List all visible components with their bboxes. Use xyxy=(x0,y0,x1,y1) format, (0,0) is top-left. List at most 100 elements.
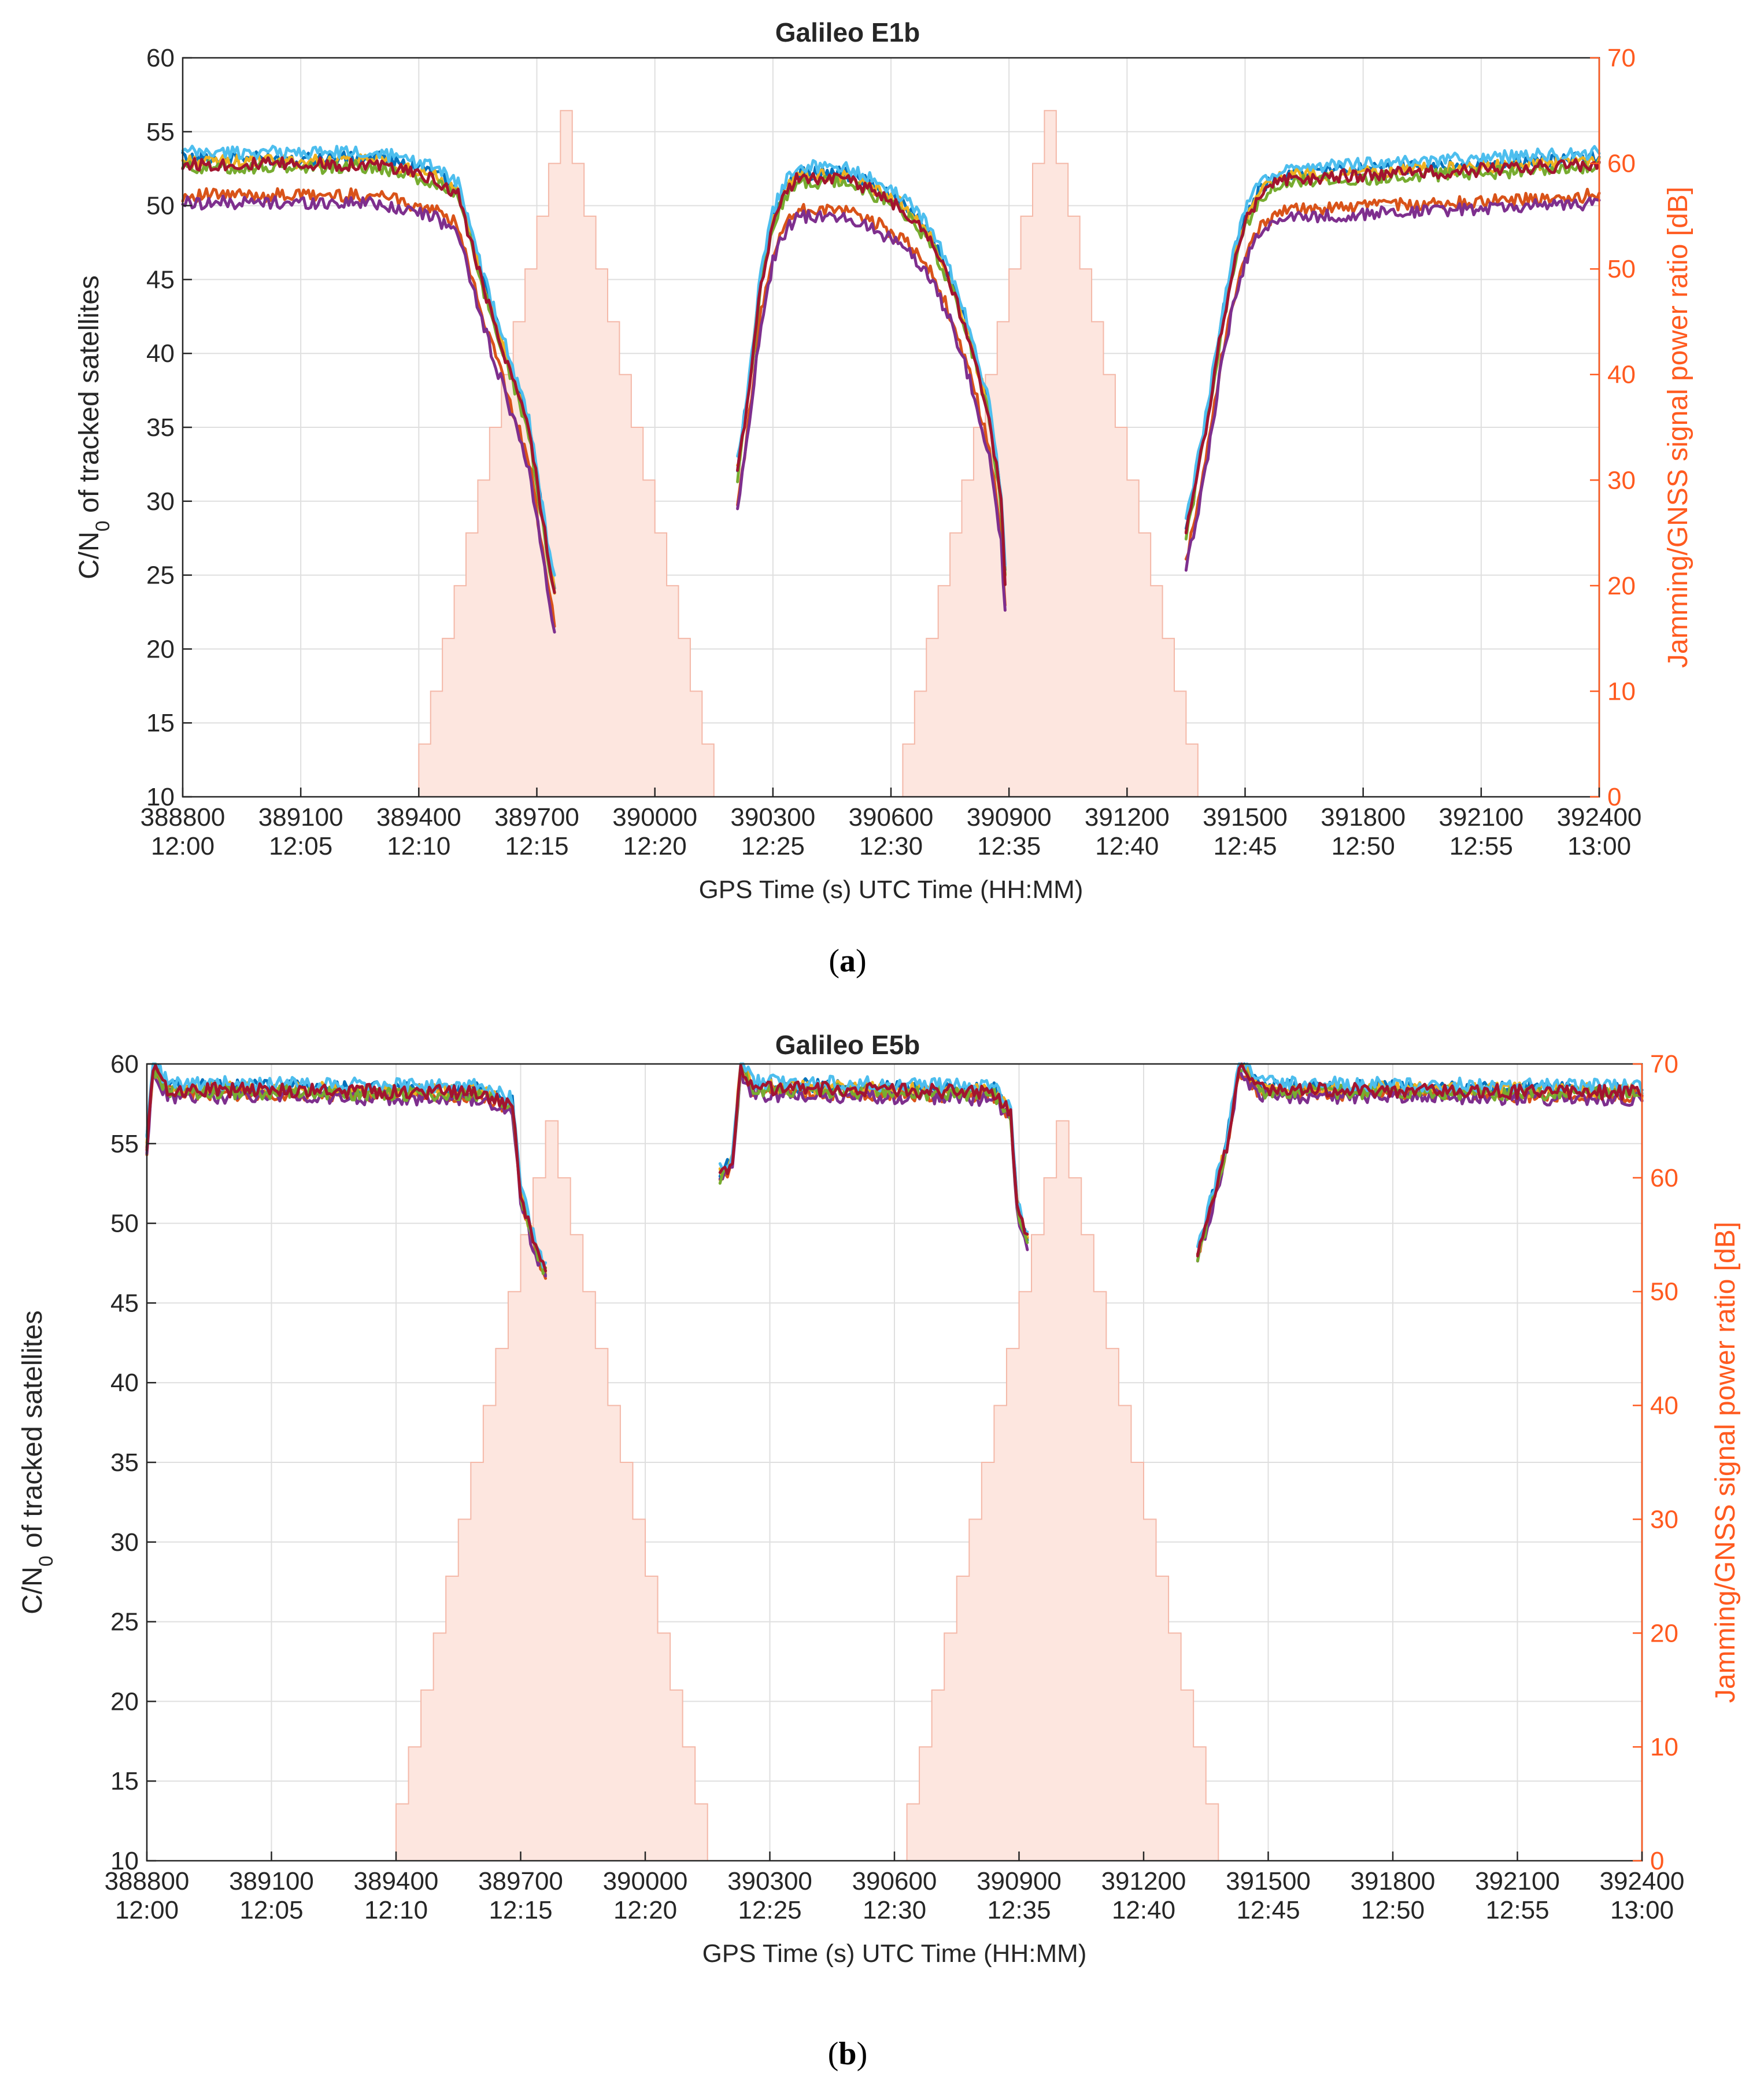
y2-tick-label: 10 xyxy=(1607,677,1636,705)
y-tick-label: 50 xyxy=(110,1210,139,1238)
y2-tick-label: 30 xyxy=(1650,1505,1678,1533)
y-tick-label: 15 xyxy=(146,709,175,737)
x-tick-label-gps: 390000 xyxy=(603,1867,688,1895)
x-tick-label-utc: 12:00 xyxy=(151,832,215,860)
caption-b: (b) xyxy=(828,2036,867,2072)
y-tick-label: 10 xyxy=(146,783,175,811)
x-tick-label-utc: 12:25 xyxy=(741,832,805,860)
x-tick-label-gps: 388800 xyxy=(140,803,225,831)
y2-tick-label: 50 xyxy=(1650,1278,1678,1306)
y2-axis-ticks: 0 10 20 30 40 50 60 70 xyxy=(1590,44,1636,811)
jamming-ramp-2 xyxy=(902,110,1199,797)
x-tick-label-utc: 12:40 xyxy=(1112,1896,1175,1924)
y2-tick-label: 20 xyxy=(1650,1619,1678,1647)
x-tick-label-gps: 389400 xyxy=(376,803,461,831)
x-tick-label-utc: 12:20 xyxy=(613,1896,677,1924)
chart-panel-a: Galileo E1b 10 15 20 25 30 35 40 45 50 55 60 0 10 20… xyxy=(74,17,1693,979)
x-tick-label-gps: 389100 xyxy=(229,1867,314,1895)
x-tick-label-gps: 390600 xyxy=(849,803,934,831)
x-tick-label-utc: 12:45 xyxy=(1236,1896,1300,1924)
y-tick-label: 55 xyxy=(146,118,175,146)
y-axis-label: C/N0 of tracked satellites xyxy=(17,1310,57,1614)
y-tick-label: 10 xyxy=(110,1847,139,1875)
y2-tick-label: 0 xyxy=(1607,783,1621,811)
x-tick-label-gps: 389100 xyxy=(258,803,343,831)
y2-tick-label: 60 xyxy=(1650,1164,1678,1192)
jamming-area xyxy=(395,1120,1219,1861)
x-tick-label-utc: 12:30 xyxy=(859,832,923,860)
x-tick-label-utc: 12:40 xyxy=(1095,832,1159,860)
x-tick-label-utc: 12:10 xyxy=(364,1896,428,1924)
x-tick-label-gps: 390000 xyxy=(612,803,697,831)
x-tick-label-utc: 12:05 xyxy=(239,1896,303,1924)
y-tick-label: 30 xyxy=(146,487,175,516)
y2-tick-label: 70 xyxy=(1650,1050,1678,1078)
x-tick-label-utc: 12:25 xyxy=(738,1896,801,1924)
chart-title: Galileo E1b xyxy=(775,17,920,47)
x-tick-label-utc: 13:00 xyxy=(1567,832,1631,860)
jamming-ramp-2 xyxy=(906,1120,1219,1861)
x-tick-label-gps: 390900 xyxy=(967,803,1052,831)
y-axis-ticks: 10 15 20 25 30 35 40 45 50 55 60 xyxy=(146,44,192,811)
x-tick-label-utc: 12:15 xyxy=(489,1896,552,1924)
y2-tick-label: 0 xyxy=(1650,1847,1664,1875)
jamming-ramp-1 xyxy=(395,1120,708,1861)
x-tick-label-gps: 391200 xyxy=(1085,803,1170,831)
y-tick-label: 30 xyxy=(110,1528,139,1557)
y2-tick-label: 60 xyxy=(1607,150,1636,178)
x-tick-label-gps: 389700 xyxy=(478,1867,563,1895)
x-tick-label-utc: 12:20 xyxy=(623,832,687,860)
series-line-7 xyxy=(181,156,1601,594)
x-tick-label-utc: 12:35 xyxy=(987,1896,1051,1924)
x-axis-ticks: 38880012:0038910012:0538940012:103897001… xyxy=(140,788,1642,860)
y-tick-label: 60 xyxy=(110,1050,139,1078)
chart-panel-b: Galileo E5b 10 15 20 25 30 35 40 45 50 55 60 0 10 20… xyxy=(17,1030,1741,2072)
cn0-series xyxy=(145,1062,1644,1280)
y-tick-label: 40 xyxy=(146,339,175,368)
jamming-area xyxy=(418,110,1199,797)
y2-tick-label: 30 xyxy=(1607,466,1636,494)
caption-a: (a) xyxy=(829,943,866,979)
series-line-6 xyxy=(181,145,1601,577)
y-tick-label: 50 xyxy=(146,192,175,220)
y-tick-label: 40 xyxy=(110,1369,139,1397)
y-tick-label: 25 xyxy=(146,561,175,590)
x-tick-label-gps: 389400 xyxy=(354,1867,439,1895)
y-tick-label: 25 xyxy=(110,1608,139,1636)
y-tick-label: 20 xyxy=(146,635,175,663)
x-tick-label-utc: 12:15 xyxy=(505,832,568,860)
x-tick-label-gps: 392100 xyxy=(1438,803,1523,831)
y2-tick-label: 40 xyxy=(1607,361,1636,389)
y-axis-label: C/N0 of tracked satellites xyxy=(74,275,114,579)
x-tick-label-gps: 391800 xyxy=(1321,803,1406,831)
x-tick-label-utc: 12:55 xyxy=(1485,1896,1549,1924)
series-line-7 xyxy=(145,1062,1644,1273)
x-tick-label-utc: 12:55 xyxy=(1449,832,1513,860)
x-tick-label-gps: 390300 xyxy=(727,1867,812,1895)
y2-axis-label: Jamming/GNSS signal power ratio [dB] xyxy=(1710,1222,1741,1703)
x-tick-label-gps: 390900 xyxy=(977,1867,1062,1895)
y-tick-label: 15 xyxy=(110,1767,139,1795)
y2-axis-ticks: 0 10 20 30 40 50 60 70 xyxy=(1633,1050,1678,1875)
x-axis-ticks: 38880012:0038910012:0538940012:103897001… xyxy=(105,1852,1684,1924)
x-tick-label-gps: 390600 xyxy=(852,1867,937,1895)
x-axis-label: GPS Time (s) UTC Time (HH:MM) xyxy=(702,1939,1087,1968)
y-tick-label: 60 xyxy=(146,44,175,72)
grid xyxy=(147,1064,1642,1861)
x-tick-label-gps: 391500 xyxy=(1226,1867,1311,1895)
x-tick-label-gps: 390300 xyxy=(730,803,815,831)
y-tick-label: 35 xyxy=(110,1448,139,1477)
x-tick-label-gps: 392400 xyxy=(1557,803,1642,831)
x-tick-label-gps: 391500 xyxy=(1203,803,1288,831)
jamming-ramp-1 xyxy=(418,110,715,797)
y-tick-label: 45 xyxy=(110,1289,139,1317)
y2-tick-label: 10 xyxy=(1650,1733,1678,1761)
y-tick-label: 45 xyxy=(146,265,175,294)
x-tick-label-gps: 392100 xyxy=(1475,1867,1560,1895)
y2-tick-label: 50 xyxy=(1607,255,1636,283)
y2-tick-label: 40 xyxy=(1650,1392,1678,1420)
x-tick-label-utc: 12:50 xyxy=(1361,1896,1425,1924)
x-tick-label-utc: 12:45 xyxy=(1213,832,1277,860)
grid xyxy=(183,58,1599,797)
